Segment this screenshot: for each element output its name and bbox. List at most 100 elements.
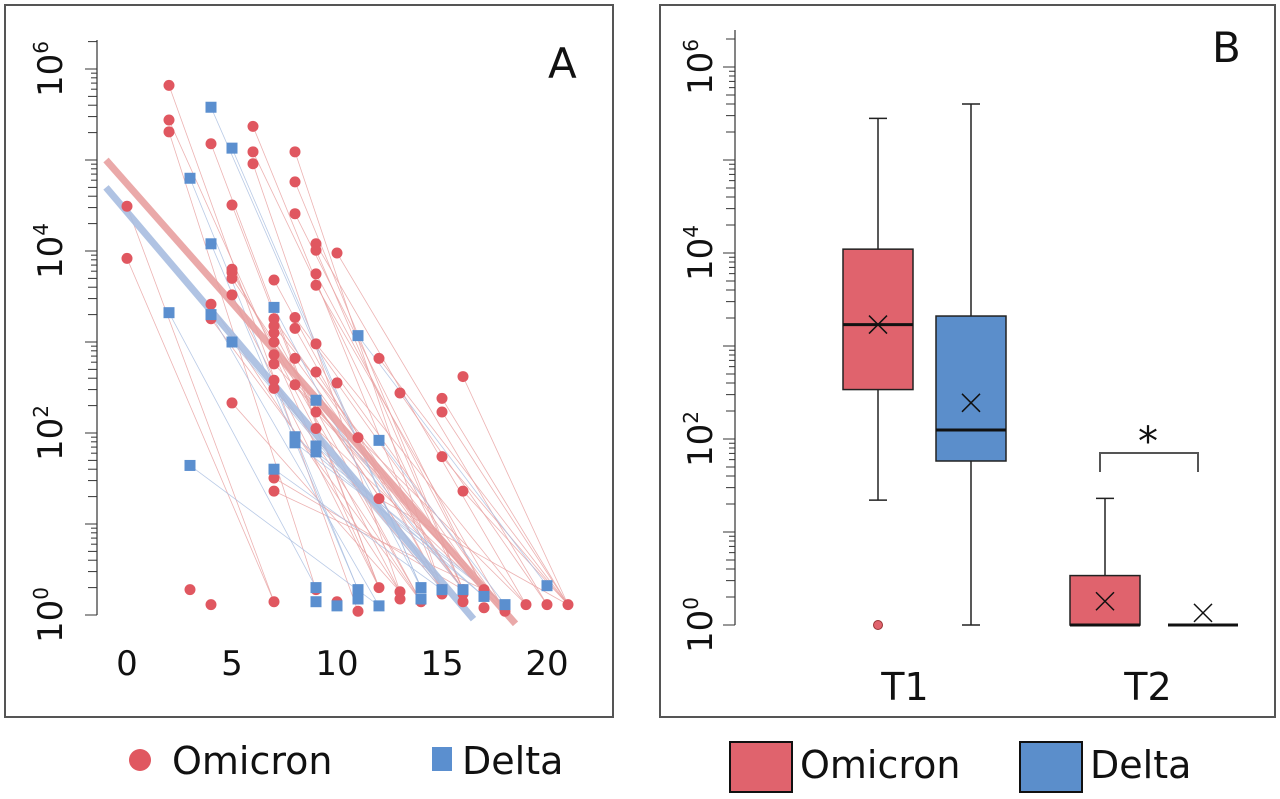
omicron-point (163, 79, 175, 91)
delta-point (352, 593, 364, 605)
omicron-point (268, 358, 280, 370)
delta-point (373, 600, 385, 612)
connecting-line (294, 181, 464, 590)
connecting-line (252, 151, 464, 590)
legend-omicron-label: Omicron (172, 739, 333, 783)
omicron-point (289, 352, 301, 364)
delta-point (457, 584, 469, 596)
omicron-point (268, 596, 280, 608)
connecting-line (315, 243, 527, 605)
delta-point (184, 172, 196, 184)
delta-point (268, 301, 280, 313)
connecting-line (336, 252, 548, 605)
x-tick-label: 20 (525, 644, 568, 684)
panel-b: B 106 104 102 100 T1 T2 * (659, 4, 1276, 718)
delta-trend-line (103, 185, 477, 622)
omicron-point (457, 596, 469, 608)
connecting-line (273, 468, 443, 590)
y-tick-label: 102 (29, 405, 71, 461)
connecting-line (399, 392, 548, 605)
connecting-line (210, 314, 380, 607)
connecting-line (378, 440, 506, 605)
omicron-point (205, 298, 217, 310)
omicron-point (226, 289, 238, 301)
omicron-point (226, 397, 238, 409)
delta-point (373, 434, 385, 446)
delta-t1-box (935, 315, 1007, 462)
omicron-point (457, 485, 469, 497)
connecting-line (441, 398, 569, 605)
omicron-point (268, 327, 280, 339)
significance-bracket (1099, 452, 1199, 472)
connecting-line (315, 273, 485, 590)
omicron-point (436, 451, 448, 463)
legend-delta-swatch (1019, 741, 1083, 793)
omicron-point (289, 208, 301, 220)
omicron-point (268, 472, 280, 484)
delta-point (226, 142, 238, 154)
y-tick-label: 102 (679, 411, 721, 467)
delta-t2-mean-marker (1193, 603, 1213, 623)
delta-point (310, 582, 322, 594)
y-tick-label: 106 (29, 41, 71, 97)
omicron-point (268, 336, 280, 348)
legend-omicron-swatch (729, 741, 793, 793)
delta-point (478, 590, 490, 602)
omicron-point (352, 605, 364, 617)
legend-delta-label: Delta (1090, 743, 1191, 787)
panel-a-label: A (548, 39, 577, 88)
y-tick-label: 104 (679, 225, 721, 281)
omicron-point (268, 374, 280, 386)
panel-a-trend-lines (103, 157, 519, 627)
connecting-line (294, 442, 506, 605)
omicron-point (310, 279, 322, 291)
omicron-trend-line (103, 157, 519, 627)
connecting-line (231, 272, 422, 602)
omicron-t2-mean-marker (1095, 591, 1115, 611)
delta-point (310, 394, 322, 406)
omicron-point (289, 311, 301, 323)
delta-point (205, 309, 217, 321)
connecting-line (441, 411, 569, 605)
connecting-line (378, 498, 569, 605)
connecting-line (294, 213, 485, 590)
connecting-line (252, 163, 401, 592)
omicron-point (352, 432, 364, 444)
delta-point (415, 593, 427, 605)
delta-point (310, 596, 322, 608)
omicron-t1-mean-marker (868, 315, 888, 335)
x-tick-label: 5 (221, 644, 243, 684)
connecting-line (231, 294, 380, 588)
omicron-point (373, 493, 385, 505)
connecting-line (210, 318, 422, 602)
omicron-t1-box (842, 248, 914, 391)
delta-point (268, 463, 280, 475)
delta-point (205, 238, 217, 250)
panel-a: A 106 104 102 100 0 5 10 15 20 (4, 4, 614, 718)
y-tick-label: 100 (29, 587, 71, 643)
delta-point (415, 582, 427, 594)
panel-a-x-ticks: 0 5 10 15 20 (116, 644, 568, 684)
omicron-point (478, 602, 490, 614)
connecting-line (168, 312, 317, 588)
y-tick-label: 106 (679, 39, 721, 95)
delta-point (541, 580, 553, 592)
legend-delta-label: Delta (462, 739, 563, 783)
omicron-point (268, 274, 280, 286)
connecting-line (378, 358, 569, 605)
legend-omicron-label: Omicron (800, 743, 961, 787)
omicron-point (289, 146, 301, 158)
omicron-point (247, 146, 259, 158)
omicron-point (205, 138, 217, 150)
omicron-point (373, 352, 385, 364)
delta-point (436, 584, 448, 596)
x-tick-label: 15 (420, 644, 463, 684)
connecting-line (273, 307, 422, 588)
x-tick-label: 10 (315, 644, 358, 684)
delta-point (184, 459, 196, 471)
y-tick-label: 100 (679, 597, 721, 653)
omicron-point (541, 599, 553, 611)
omicron-point (289, 379, 301, 391)
omicron-point (394, 387, 406, 399)
